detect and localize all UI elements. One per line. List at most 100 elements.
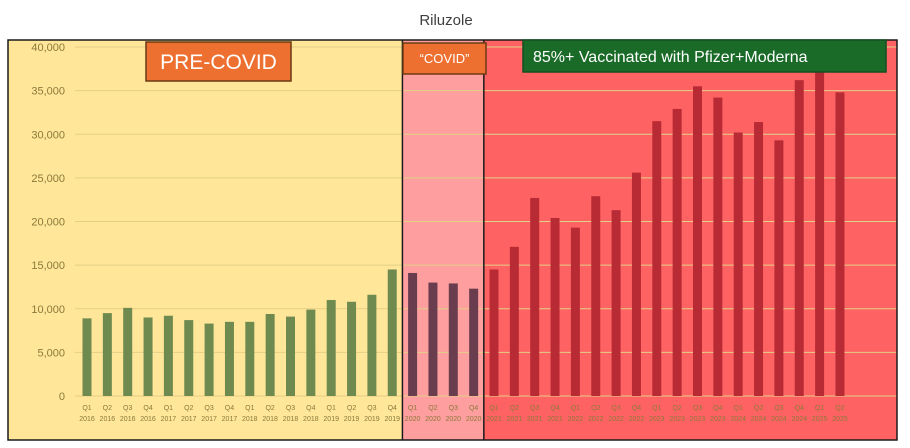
x-tick-year: 2022 bbox=[568, 416, 584, 423]
bar bbox=[550, 218, 560, 396]
x-tick-year: 2017 bbox=[161, 416, 177, 423]
x-tick-year: 2018 bbox=[262, 416, 278, 423]
bar bbox=[631, 172, 641, 396]
bar bbox=[652, 121, 662, 396]
bar bbox=[163, 315, 173, 396]
label-covid-text: “COVID” bbox=[420, 51, 470, 66]
x-tick-quarter: Q1 bbox=[489, 405, 498, 412]
bar bbox=[123, 307, 133, 396]
x-tick-quarter: Q1 bbox=[164, 405, 173, 412]
x-tick-quarter: Q3 bbox=[204, 405, 213, 412]
x-tick-quarter: Q3 bbox=[693, 405, 702, 412]
x-tick-quarter: Q4 bbox=[225, 405, 234, 412]
y-tick-label: 15,000 bbox=[31, 260, 65, 272]
x-tick-quarter: Q2 bbox=[672, 405, 681, 412]
x-tick-year: 2024 bbox=[771, 416, 787, 423]
x-tick-quarter: Q1 bbox=[82, 405, 91, 412]
bar bbox=[835, 92, 845, 397]
bar bbox=[774, 140, 784, 396]
x-tick-year: 2020 bbox=[446, 416, 462, 423]
x-tick-quarter: Q2 bbox=[265, 405, 274, 412]
bar bbox=[754, 122, 764, 396]
bar bbox=[245, 321, 255, 396]
bar bbox=[224, 321, 234, 396]
bar bbox=[82, 318, 92, 396]
bar bbox=[815, 64, 825, 396]
bar bbox=[448, 283, 458, 396]
label-pre-covid-box bbox=[145, 41, 292, 82]
bar bbox=[102, 313, 112, 396]
bar bbox=[367, 294, 377, 396]
x-tick-year: 2016 bbox=[120, 416, 136, 423]
bar bbox=[794, 80, 804, 396]
label-vaccinated-text: 85%+ Vaccinated with Pfizer+Moderna bbox=[533, 49, 808, 66]
x-tick-quarter: Q1 bbox=[408, 405, 417, 412]
x-tick-year: 2021 bbox=[507, 416, 523, 423]
x-tick-quarter: Q3 bbox=[774, 405, 783, 412]
x-tick-year: 2025 bbox=[812, 416, 828, 423]
x-tick-year: 2023 bbox=[690, 416, 706, 423]
x-tick-quarter: Q2 bbox=[184, 405, 193, 412]
x-tick-year: 2020 bbox=[425, 416, 441, 423]
x-tick-year: 2017 bbox=[222, 416, 238, 423]
x-tick-quarter: Q3 bbox=[367, 405, 376, 412]
y-tick-label: 35,000 bbox=[31, 86, 65, 98]
x-tick-quarter: Q4 bbox=[306, 405, 315, 412]
bar bbox=[672, 108, 682, 396]
outer-frame bbox=[7, 39, 898, 441]
bar bbox=[469, 288, 479, 396]
bar bbox=[387, 269, 397, 396]
x-tick-quarter: Q3 bbox=[286, 405, 295, 412]
x-tick-year: 2016 bbox=[100, 416, 116, 423]
x-tick-quarter: Q1 bbox=[652, 405, 661, 412]
x-tick-year: 2023 bbox=[710, 416, 726, 423]
y-tick-label: 20,000 bbox=[31, 217, 65, 229]
bar bbox=[408, 272, 418, 396]
x-tick-year: 2022 bbox=[629, 416, 645, 423]
bar bbox=[733, 132, 743, 396]
x-tick-year: 2018 bbox=[242, 416, 258, 423]
bar bbox=[591, 196, 601, 396]
bar bbox=[509, 246, 519, 396]
x-tick-year: 2018 bbox=[303, 416, 319, 423]
x-tick-quarter: Q4 bbox=[388, 405, 397, 412]
bar bbox=[713, 97, 723, 396]
x-tick-quarter: Q4 bbox=[632, 405, 641, 412]
x-tick-year: 2024 bbox=[791, 416, 807, 423]
x-tick-quarter: Q4 bbox=[713, 405, 722, 412]
x-tick-quarter: Q2 bbox=[835, 405, 844, 412]
bar bbox=[286, 316, 295, 396]
x-tick-quarter: Q3 bbox=[530, 405, 539, 412]
x-tick-year: 2021 bbox=[486, 416, 502, 423]
y-tick-label: 30,000 bbox=[31, 129, 65, 141]
y-tick-label: 25,000 bbox=[31, 173, 65, 185]
x-tick-year: 2024 bbox=[751, 416, 767, 423]
bar bbox=[184, 320, 194, 396]
x-tick-quarter: Q4 bbox=[143, 405, 152, 412]
x-tick-year: 2020 bbox=[466, 416, 482, 423]
x-tick-year: 2022 bbox=[588, 416, 604, 423]
x-tick-year: 2021 bbox=[547, 416, 563, 423]
x-tick-year: 2023 bbox=[649, 416, 665, 423]
bar bbox=[489, 269, 499, 396]
x-tick-year: 2021 bbox=[527, 416, 543, 423]
x-tick-year: 2019 bbox=[323, 416, 339, 423]
x-tick-quarter: Q1 bbox=[245, 405, 254, 412]
x-tick-year: 2024 bbox=[730, 416, 746, 423]
x-tick-quarter: Q2 bbox=[754, 405, 763, 412]
bar bbox=[326, 300, 336, 396]
bar bbox=[204, 323, 214, 396]
x-tick-year: 2019 bbox=[344, 416, 360, 423]
x-tick-quarter: Q4 bbox=[550, 405, 559, 412]
x-tick-year: 2022 bbox=[608, 416, 624, 423]
x-tick-year: 2017 bbox=[201, 416, 217, 423]
x-tick-year: 2023 bbox=[669, 416, 685, 423]
x-tick-quarter: Q2 bbox=[510, 405, 519, 412]
chart-title: Riluzole bbox=[419, 12, 472, 29]
x-tick-quarter: Q4 bbox=[469, 405, 478, 412]
bar bbox=[611, 210, 621, 396]
x-tick-year: 2025 bbox=[832, 416, 848, 423]
x-tick-year: 2020 bbox=[405, 416, 421, 423]
x-tick-year: 2016 bbox=[79, 416, 95, 423]
bar bbox=[428, 282, 438, 396]
